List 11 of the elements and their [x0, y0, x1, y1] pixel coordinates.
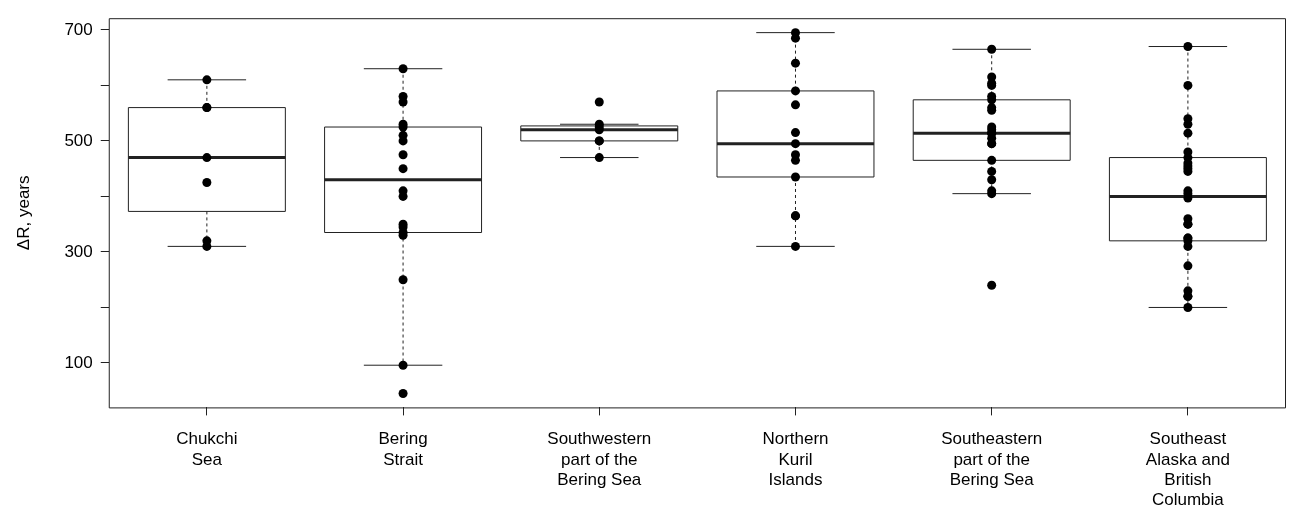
x-tick-label: Chukchi Sea	[176, 429, 238, 469]
y-tick-label: 500	[64, 130, 93, 150]
y-axis-title: ΔR, years	[13, 175, 33, 251]
x-tick-label: Southwestern part of the Bering Sea	[547, 429, 652, 490]
y-tick-label: 300	[64, 241, 93, 261]
x-tick-label: Northern Kuril Islands	[762, 429, 829, 490]
y-tick-label: 700	[64, 19, 93, 39]
x-tick-label: Southeastern part of the Bering Sea	[941, 429, 1043, 490]
y-tick-label: 100	[64, 352, 93, 372]
x-tick-label: Southeast Alaska and British Columbia	[1145, 429, 1230, 510]
x-tick-label: Bering Strait	[378, 429, 428, 469]
